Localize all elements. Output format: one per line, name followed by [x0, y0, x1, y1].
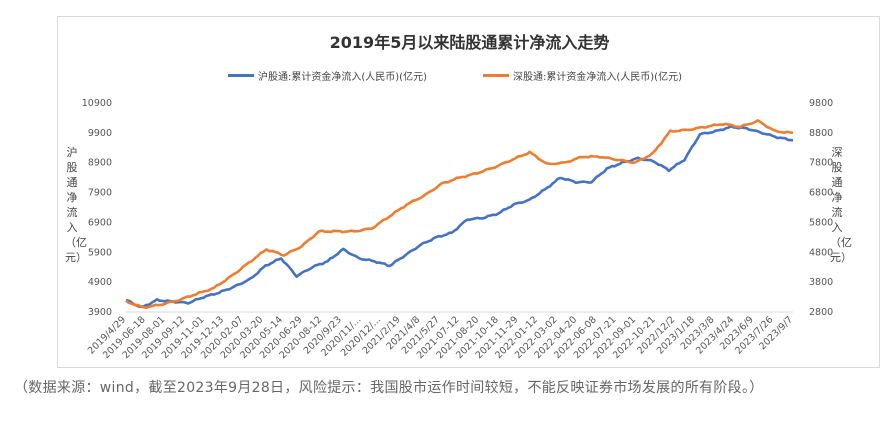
- y-left-tick-label: 7900: [88, 188, 112, 199]
- y-axis-left-title: 沪股通净流入（亿元）: [65, 146, 87, 264]
- y-right-tick-label: 8800: [809, 128, 833, 139]
- y-right-tick-label: 9800: [809, 98, 833, 109]
- y-right-tick-label: 5800: [809, 217, 833, 228]
- y-left-tick-label: 8900: [88, 158, 112, 169]
- legend-swatch-shenzhen: [483, 74, 509, 77]
- y-left-tick-label: 9900: [88, 128, 112, 139]
- y-right-tick-label: 7800: [809, 158, 833, 169]
- y-right-tick-label: 6800: [809, 188, 833, 199]
- y-left-tick-label: 3900: [88, 307, 112, 318]
- y-left-tick-label: 6900: [88, 217, 112, 228]
- legend-item-shanghai: 沪股通:累计资金净流入(人民币)(亿元): [228, 68, 427, 83]
- y-axis-right-title: 深股通净流入（亿元）: [830, 146, 852, 264]
- y-left-tick-label: 5900: [88, 247, 112, 258]
- legend-item-shenzhen: 深股通:累计资金净流入(人民币)(亿元): [483, 68, 682, 83]
- series-line-shenzhen: [125, 119, 794, 310]
- footnote: （数据来源：wind，截至2023年9月28日，风险提示：我国股市运作时间较短，…: [14, 380, 764, 396]
- y-left-tick-label: 4900: [88, 277, 112, 288]
- legend-label-shenzhen: 深股通:累计资金净流入(人民币)(亿元): [513, 72, 682, 83]
- y-left-tick-label: 10900: [82, 98, 112, 109]
- legend-label-shanghai: 沪股通:累计资金净流入(人民币)(亿元): [258, 72, 427, 83]
- series-line-shanghai: [125, 124, 794, 309]
- chart-plot: 3900 4900 5900 6900 7900 8900 9900 10900 2800 380…: [82, 98, 833, 361]
- y-right-tick-label: 3800: [809, 277, 833, 288]
- y-right-tick-label: 4800: [809, 247, 833, 258]
- chart-title: 2019年5月以来陆股通累计净流入走势: [329, 33, 610, 52]
- chart-container: 3900 4900 5900 6900 7900 8900 9900 10900 2800 380…: [57, 16, 880, 368]
- legend-swatch-shanghai: [228, 74, 254, 77]
- y-right-tick-label: 2800: [809, 307, 833, 318]
